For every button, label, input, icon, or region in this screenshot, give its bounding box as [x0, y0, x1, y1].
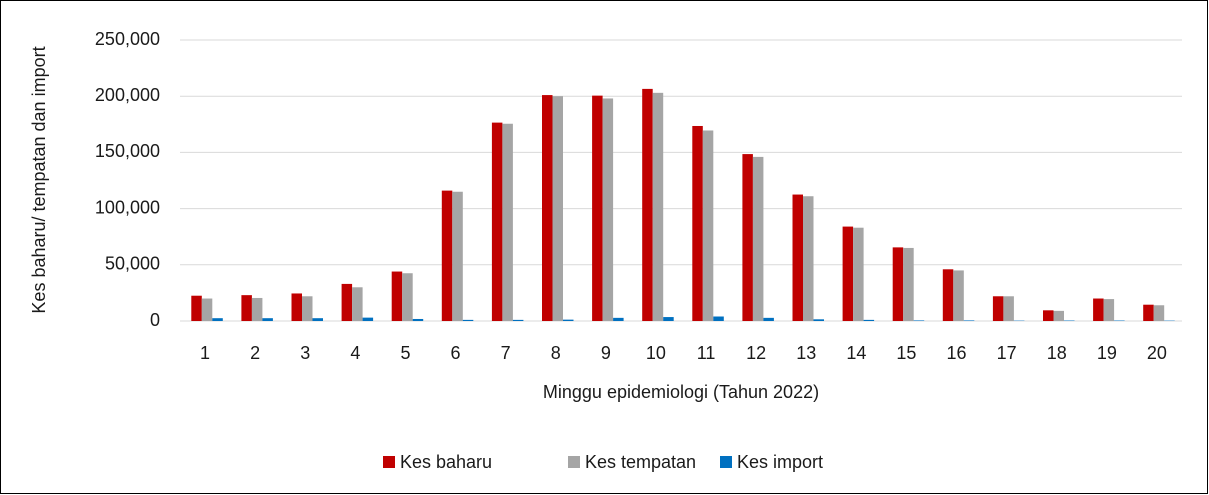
bar: [1103, 299, 1115, 321]
bar: [903, 247, 914, 321]
bar: [302, 296, 313, 321]
bar: [391, 271, 403, 321]
bar: [362, 317, 374, 321]
bar: [953, 270, 964, 321]
x-tick-label: 20: [1147, 343, 1167, 363]
bar: [763, 317, 774, 321]
x-tick-label: 7: [501, 343, 511, 363]
bar: [341, 283, 353, 321]
x-tick-label: 19: [1097, 343, 1117, 363]
bar: [752, 156, 764, 321]
bar: [212, 318, 223, 321]
bar: [913, 320, 925, 321]
x-tick-label: 8: [551, 343, 561, 363]
x-tick-label: 13: [796, 343, 816, 363]
y-tick-label: 0: [150, 310, 160, 330]
bar: [992, 296, 1004, 321]
bar: [352, 287, 363, 321]
x-tick-label: 9: [601, 343, 611, 363]
bar: [251, 297, 263, 321]
bar: [1053, 310, 1064, 321]
y-tick-label: 150,000: [95, 141, 160, 161]
bar: [892, 247, 904, 321]
bar: [512, 319, 524, 321]
legend-label: Kes baharu: [400, 452, 492, 472]
x-tick-label: 16: [947, 343, 967, 363]
bar: [1153, 305, 1165, 321]
bar: [813, 319, 824, 321]
bar: [563, 319, 574, 321]
y-tick-label: 100,000: [95, 197, 160, 217]
x-tick-label: 15: [896, 343, 916, 363]
y-tick-label: 200,000: [95, 85, 160, 105]
bar: [702, 130, 714, 321]
x-tick-label: 17: [997, 343, 1017, 363]
x-tick-label: 2: [250, 343, 260, 363]
bar: [652, 92, 664, 321]
bar: [713, 316, 724, 321]
bar: [191, 295, 202, 321]
bar: [291, 293, 302, 321]
bar: [863, 319, 875, 321]
bar: [853, 227, 864, 321]
bar: [592, 95, 603, 321]
bar: [412, 318, 424, 321]
bar: [462, 319, 474, 321]
bar: [602, 98, 614, 321]
x-tick-label: 5: [400, 343, 410, 363]
x-tick-label: 11: [697, 343, 716, 363]
bar: [942, 269, 954, 321]
bar: [262, 318, 273, 321]
bar: [1143, 304, 1154, 321]
bar: [613, 317, 624, 321]
bar: [201, 298, 213, 321]
y-axis-title: Kes baharu/ tempatan dan import: [29, 46, 49, 313]
x-tick-label: 14: [846, 343, 866, 363]
bar: [803, 196, 814, 321]
bar: [542, 95, 553, 322]
legend-label: Kes import: [737, 452, 823, 472]
y-tick-label: 250,000: [95, 29, 160, 49]
x-tick-label: 10: [646, 343, 666, 363]
x-tick-label: 12: [746, 343, 766, 363]
bar: [402, 273, 413, 321]
bar: [502, 123, 513, 321]
x-tick-label: 6: [451, 343, 461, 363]
y-tick-label: 50,000: [105, 254, 160, 274]
bar: [742, 154, 753, 321]
x-tick-label: 3: [300, 343, 310, 363]
bar: [1093, 298, 1104, 321]
x-tick-label: 4: [350, 343, 360, 363]
legend-label: Kes tempatan: [585, 452, 696, 472]
bar: [1043, 310, 1054, 321]
bar: [552, 96, 563, 321]
bar: [491, 122, 503, 321]
legend-swatch: [568, 456, 580, 468]
bar: [1003, 296, 1014, 321]
bar: [963, 320, 975, 321]
legend-swatch: [720, 456, 732, 468]
bar: [452, 191, 463, 321]
bar: [792, 194, 803, 321]
bar: [642, 88, 653, 321]
legend-swatch: [383, 456, 395, 468]
bar: [663, 317, 674, 321]
x-tick-label: 1: [200, 343, 210, 363]
bar: [441, 190, 453, 321]
x-axis-title: Minggu epidemiologi (Tahun 2022): [543, 382, 819, 402]
bar: [692, 125, 703, 322]
bar: [842, 226, 854, 321]
x-tick-label: 18: [1047, 343, 1067, 363]
bar: [241, 295, 252, 321]
bar: [312, 318, 323, 321]
